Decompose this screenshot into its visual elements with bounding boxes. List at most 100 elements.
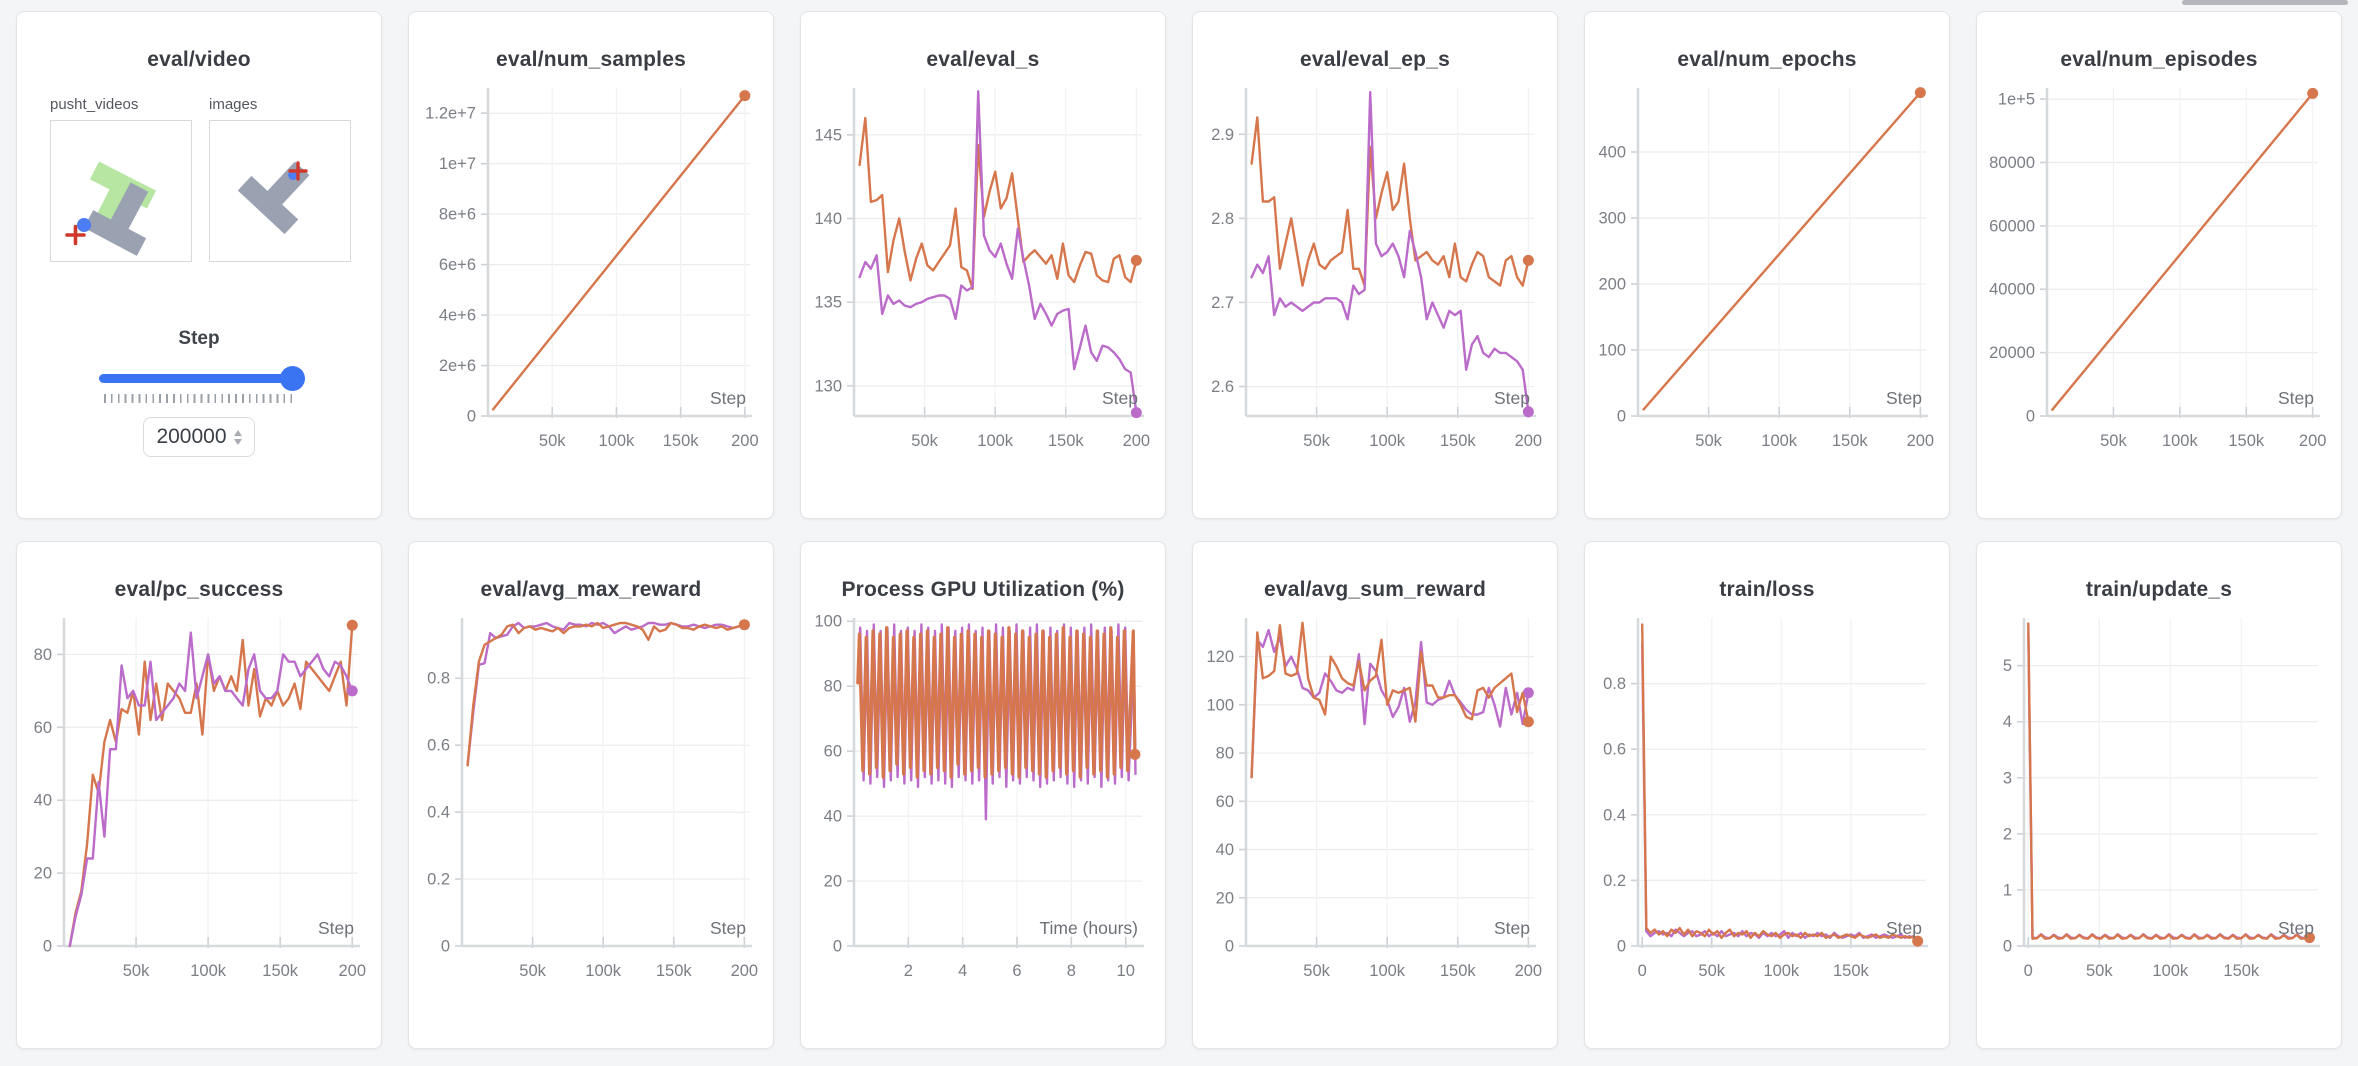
- panel-title: eval/num_episodes: [2060, 48, 2258, 71]
- svg-text:200: 200: [731, 432, 759, 450]
- svg-text:100k: 100k: [1369, 432, 1406, 450]
- step-number-input[interactable]: 200000: [143, 417, 255, 457]
- endpoint-dot-run-orange: [739, 90, 751, 102]
- step-slider-thumb[interactable]: [280, 366, 305, 391]
- svg-text:60: 60: [34, 719, 52, 737]
- svg-text:200: 200: [1515, 432, 1543, 450]
- svg-text:150k: 150k: [1440, 962, 1477, 980]
- svg-text:50k: 50k: [1695, 432, 1722, 450]
- svg-text:50k: 50k: [2100, 432, 2127, 450]
- series-lines: [1250, 90, 1534, 418]
- panel-title: eval/pc_success: [114, 578, 284, 601]
- media-thumbnail-pusht-videos[interactable]: [50, 120, 192, 262]
- series-run-purple: [1641, 643, 1919, 941]
- svg-text:140: 140: [814, 210, 842, 228]
- svg-text:150k: 150k: [1048, 432, 1085, 450]
- spinner-up-icon[interactable]: [233, 429, 242, 436]
- svg-text:Step: Step: [1886, 918, 1922, 938]
- panel-title: eval/num_samples: [496, 48, 686, 71]
- chart-eval-num-epochs[interactable]: 0 100 200 300 400 50k 100k 150k 200 Step: [1596, 82, 1938, 488]
- svg-text:300: 300: [1598, 210, 1626, 228]
- svg-text:200: 200: [1907, 432, 1935, 450]
- panel-title: eval/eval_s: [926, 48, 1040, 71]
- svg-text:0.2: 0.2: [1603, 872, 1626, 890]
- svg-text:80: 80: [34, 646, 52, 664]
- series-run-orange: [2051, 92, 2314, 411]
- series-run-orange: [1642, 91, 1922, 411]
- svg-text:60: 60: [824, 743, 842, 761]
- svg-text:2e+6: 2e+6: [439, 357, 476, 375]
- svg-text:80: 80: [1216, 745, 1234, 763]
- svg-text:10: 10: [1117, 962, 1135, 980]
- chart-eval-eval-ep-s[interactable]: 2.6 2.7 2.8 2.9 50k 100k 150k 200 Step: [1204, 82, 1546, 488]
- svg-text:100k: 100k: [2162, 432, 2199, 450]
- chart-eval-avg-max-reward[interactable]: 0 0.2 0.4 0.6 0.8 50k 100k 150k 200 Step: [420, 612, 762, 1018]
- step-slider-track[interactable]: [99, 374, 299, 383]
- media-item-images: images: [209, 96, 351, 262]
- series-run-orange: [1641, 623, 1919, 943]
- series-lines: [2051, 87, 2319, 411]
- svg-text:20000: 20000: [1989, 344, 2035, 362]
- series-run-orange: [2027, 622, 2311, 940]
- svg-text:0: 0: [467, 408, 476, 426]
- spinner-down-icon[interactable]: [233, 438, 242, 445]
- svg-text:100k: 100k: [599, 432, 636, 450]
- chart-train-update-s[interactable]: 0 1 2 3 4 5 0 50k 100k 150k Step: [1988, 612, 2330, 1018]
- svg-text:0.2: 0.2: [427, 871, 450, 889]
- axis-labels: 0 20 40 60 80 100 120 50k 100k 150k 200 Step: [1206, 648, 1542, 980]
- svg-text:40000: 40000: [1989, 281, 2035, 299]
- series-run-purple: [858, 90, 1138, 414]
- endpoint-dot-run-orange: [1522, 254, 1534, 266]
- svg-text:80: 80: [824, 678, 842, 696]
- svg-text:0: 0: [1638, 962, 1647, 980]
- series-run-orange: [858, 116, 1138, 291]
- chart-eval-pc-success[interactable]: 0 20 40 60 80 50k 100k 150k 200 Step: [28, 612, 370, 1018]
- svg-text:2: 2: [2003, 825, 2012, 843]
- svg-text:50k: 50k: [123, 962, 150, 980]
- chart-eval-eval-s[interactable]: 130 135 140 145 50k 100k 150k 200 Step: [812, 82, 1154, 488]
- axis-labels: 0 0.2 0.4 0.6 0.8 0 50k 100k 150k Step: [1603, 675, 1922, 980]
- svg-text:0: 0: [1225, 938, 1234, 956]
- svg-text:150k: 150k: [2223, 962, 2260, 980]
- svg-text:8: 8: [1067, 962, 1076, 980]
- svg-text:2.9: 2.9: [1211, 126, 1234, 144]
- series-run-orange: [1250, 116, 1530, 287]
- svg-text:60000: 60000: [1989, 217, 2035, 235]
- endpoint-dot-run-orange: [738, 619, 750, 631]
- svg-text:150k: 150k: [2228, 432, 2265, 450]
- svg-text:50k: 50k: [519, 962, 546, 980]
- chart-process-gpu-utilization[interactable]: 0 20 40 60 80 100 2 4 6 8 10 Time (hours): [812, 612, 1154, 1018]
- svg-text:Step: Step: [710, 388, 746, 408]
- media-thumbnail-images[interactable]: [209, 120, 351, 262]
- series-run-orange: [856, 626, 1137, 779]
- panel-process-gpu-utilization: Process GPU Utilization (%) 0 20 40 60 80 100 2…: [800, 541, 1166, 1049]
- svg-text:200: 200: [2299, 432, 2327, 450]
- svg-text:0: 0: [1617, 408, 1626, 426]
- chart-eval-num-samples[interactable]: 0 2e+6 4e+6 6e+6 8e+6 1e+7 1.2e+7 50k 100k 150k 20…: [420, 82, 762, 488]
- chart-eval-avg-sum-reward[interactable]: 0 20 40 60 80 100 120 50k 100k 150k 200 Step: [1204, 612, 1546, 1018]
- step-number-value: 200000: [156, 425, 227, 448]
- svg-text:20: 20: [824, 873, 842, 891]
- svg-text:50k: 50k: [1303, 432, 1330, 450]
- series-run-purple: [1250, 90, 1530, 413]
- chart-eval-num-episodes[interactable]: 0 20000 40000 60000 80000 1e+5 50k 100k 150k 200 S…: [1988, 82, 2330, 488]
- axis-labels: 0 0.2 0.4 0.6 0.8 50k 100k 150k 200 Step: [427, 670, 758, 980]
- svg-text:80000: 80000: [1989, 154, 2035, 172]
- svg-text:Step: Step: [1494, 388, 1530, 408]
- svg-text:50k: 50k: [1303, 962, 1330, 980]
- svg-text:0: 0: [441, 938, 450, 956]
- svg-text:0: 0: [2024, 962, 2033, 980]
- svg-text:100k: 100k: [2152, 962, 2189, 980]
- svg-text:0.6: 0.6: [427, 737, 450, 755]
- panel-title: eval/video: [147, 48, 251, 71]
- chart-train-loss[interactable]: 0 0.2 0.4 0.6 0.8 0 50k 100k 150k Step: [1596, 612, 1938, 1018]
- endpoint-dot-run-purple: [1130, 407, 1142, 419]
- svg-text:200: 200: [731, 962, 759, 980]
- svg-text:Step: Step: [1494, 918, 1530, 938]
- series-run-orange: [491, 94, 747, 411]
- svg-text:1e+5: 1e+5: [1998, 91, 2035, 109]
- axes: [1631, 618, 1928, 948]
- horizontal-scrollbar[interactable]: [2182, 0, 2348, 5]
- series-lines: [466, 619, 750, 767]
- svg-text:40: 40: [34, 792, 52, 810]
